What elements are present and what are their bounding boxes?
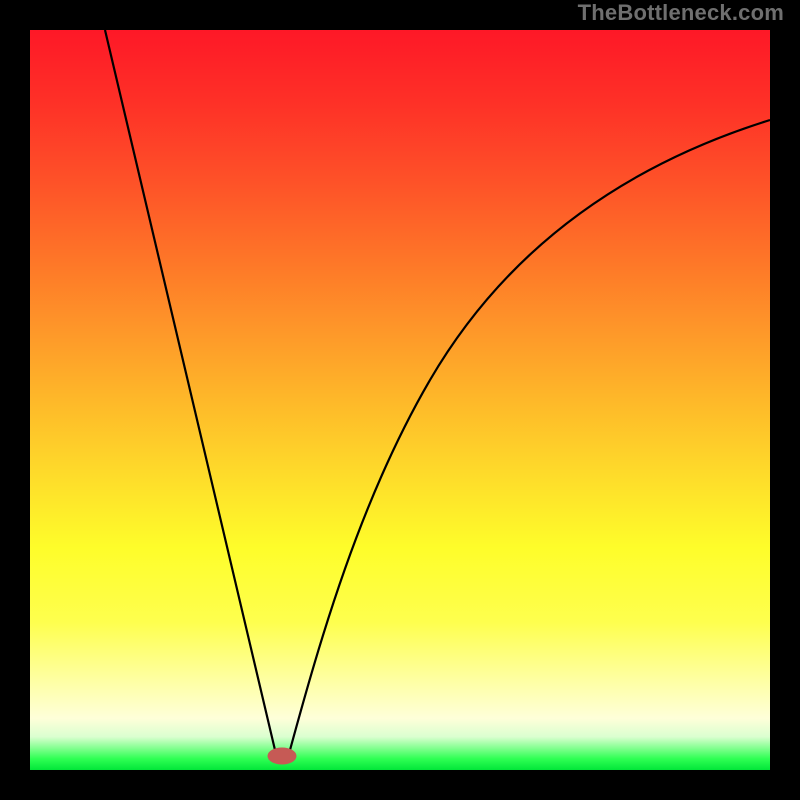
curve-left-branch (105, 30, 275, 750)
curve-right-branch (290, 120, 770, 750)
minimum-marker (268, 748, 296, 764)
curve-layer (30, 30, 770, 770)
plot-area (30, 30, 770, 770)
chart-container: TheBottleneck.com (0, 0, 800, 800)
watermark-text: TheBottleneck.com (578, 0, 784, 26)
